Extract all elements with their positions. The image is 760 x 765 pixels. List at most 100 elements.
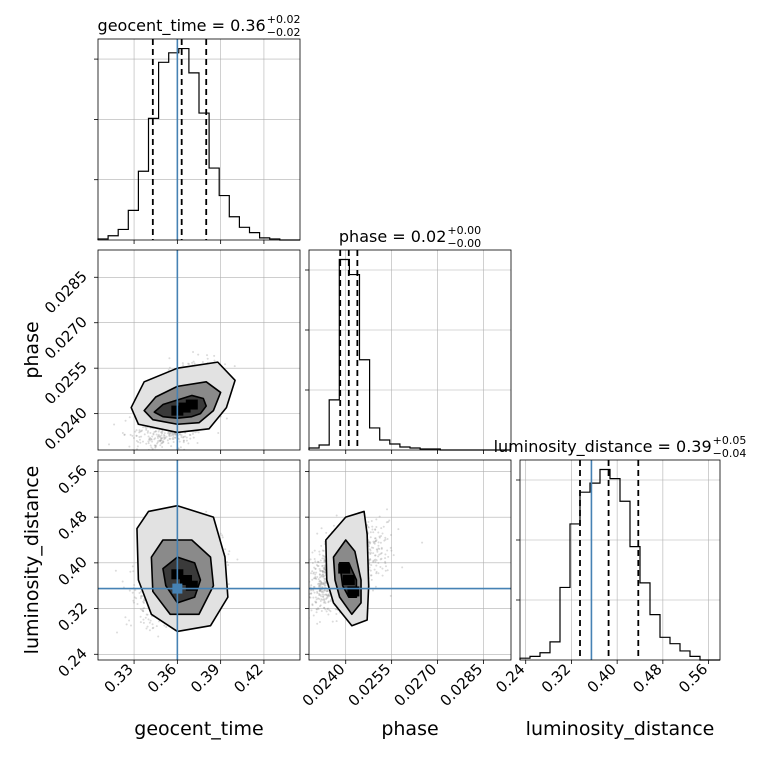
scatter-point [320,581,323,584]
scatter-point [192,436,195,439]
axes-frame-phase [308,249,512,451]
scatter-point [314,560,317,563]
scatter-point [148,629,151,632]
scatter-point [327,613,330,616]
scatter-point [174,433,177,436]
scatter-point [151,623,154,626]
scatter-point [169,437,172,440]
scatter-point [168,366,171,369]
y-tick-label: 0.0255 [41,358,91,408]
scatter-point [159,439,162,442]
scatter-point [335,620,338,623]
scatter-point [382,525,385,528]
axes-frame-geocent_time [97,38,301,241]
scatter-point [139,608,142,611]
histogram-phase [308,258,511,451]
scatter-point [168,468,170,470]
scatter-point [165,452,167,454]
scatter-point [312,585,315,588]
scatter-point [321,573,324,576]
scatter-point [316,564,319,567]
scatter-point [312,577,315,580]
scatter-point [372,552,375,555]
scatter-point [160,455,162,457]
scatter-point [376,550,379,553]
x-tick-label: 0.40 [584,660,620,696]
scatter-point [318,621,321,624]
scatter-point [173,433,176,436]
scatter-point [307,605,309,607]
scatter-point [128,445,131,448]
scatter-point [136,454,138,456]
scatter-point [166,439,169,442]
scatter-point [384,536,387,539]
scatter-point [380,534,383,537]
scatter-point [314,567,317,570]
scatter-point [135,429,138,432]
scatter-point [367,526,370,529]
scatter-point [318,584,321,587]
scatter-point [150,437,153,440]
scatter-point [302,569,304,571]
scatter-point [320,570,323,573]
scatter-point [316,575,319,578]
scatter-point [143,607,146,610]
scatter-point [326,590,329,593]
scatter-point [135,476,137,478]
scatter-point [160,434,163,437]
scatter-point [206,357,209,360]
scatter-point [164,437,167,440]
scatter-point [323,597,326,600]
scatter-point [320,544,323,547]
scatter-point [384,562,387,565]
scatter-point [324,593,327,596]
scatter-point [147,430,150,433]
scatter-point [168,437,171,440]
scatter-point [318,550,321,553]
scatter-point [329,610,332,613]
scatter-point [172,440,175,443]
scatter-point [318,576,321,579]
scatter-point [312,572,315,575]
scatter-point [325,531,328,534]
scatter-point [384,557,387,560]
scatter-point [378,535,381,538]
scatter-point [322,549,325,552]
scatter-point [385,521,388,524]
y-tick-label: 0.56 [54,462,90,498]
scatter-point [156,437,159,440]
scatter-point [125,467,127,469]
scatter-point [139,430,142,433]
scatter-point [160,454,162,456]
scatter-point [154,452,156,454]
scatter-point [379,541,382,544]
scatter-point [166,485,168,487]
scatter-point [329,598,332,601]
scatter-point [153,430,156,433]
scatter-point [322,601,325,604]
scatter-point [213,354,216,357]
scatter-point [313,549,316,552]
scatter-point [367,520,370,523]
scatter-point [326,589,329,592]
scatter-point [182,436,185,439]
x-tick-label: 0.39 [187,660,223,696]
scatter-point [375,564,378,567]
scatter-point [375,518,378,521]
scatter-point [152,432,155,435]
scatter-point [152,433,155,436]
scatter-point [325,610,328,613]
scatter-point [151,435,154,438]
scatter-point [141,429,144,432]
scatter-point [375,570,378,573]
scatter-point [369,569,372,572]
scatter-point [317,585,320,588]
scatter-point [188,433,191,436]
scatter-point [174,432,177,435]
scatter-point [321,554,324,557]
scatter-point [131,565,134,568]
scatter-point [367,525,370,528]
density-peak [178,402,191,413]
scatter-point [321,593,324,596]
